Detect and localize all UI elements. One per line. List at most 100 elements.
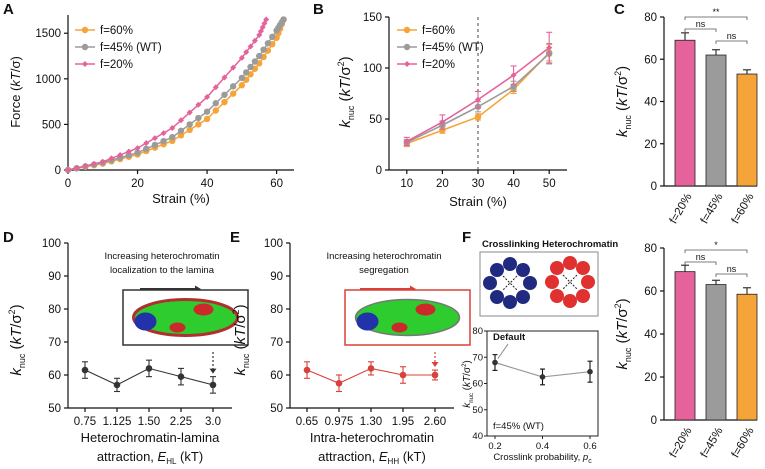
ylabel-part: /σ: [462, 366, 473, 376]
ylabel-part: (: [614, 338, 631, 347]
ylabel-part: nuc: [241, 353, 251, 368]
c-bar: [674, 39, 696, 187]
e-y-tick-label: 60: [270, 370, 283, 382]
xlabel-part: (kT): [399, 449, 426, 464]
f-illustration-frame: [479, 251, 599, 317]
a-data-point: [247, 43, 254, 50]
fbar-sig-bracket: [715, 273, 748, 277]
f-x-tick-label: 0.2: [488, 441, 501, 452]
f-xlabel: Crosslink probability, pc: [493, 452, 592, 465]
b-data-point: [510, 72, 517, 79]
f-monomer-red: [581, 275, 595, 289]
f-data-point: [492, 359, 498, 366]
a-data-point: [195, 101, 202, 108]
f-title: Crosslinking Heterochromatin: [482, 239, 618, 250]
xlabel-part: Crosslink probability,: [493, 452, 583, 463]
f-ylabel: knuc (kT/σ2): [462, 360, 475, 408]
b-legend-marker: [404, 61, 410, 67]
e-ylabel: knuc (kT/σ2): [231, 304, 251, 375]
f-y-tick-label: 70: [472, 352, 483, 363]
ylabel-part: /σ: [337, 66, 354, 80]
ylabel-part: (: [337, 96, 354, 105]
ylabel-part: k: [462, 402, 473, 408]
a-series-line: [67, 19, 267, 171]
e-x-tick-label: 0.65: [296, 416, 318, 428]
fbar-bar: [674, 271, 696, 421]
ylabel-part: /σ): [8, 56, 23, 72]
fbar-category-label: f=60%: [730, 426, 757, 461]
fbar-y-tick-label: 40: [644, 329, 657, 341]
a-data-point: [169, 125, 176, 132]
f-monomer-blue: [490, 290, 504, 304]
d-annotation: localization to the lamina: [110, 265, 215, 276]
a-x-tick-label: 0: [65, 178, 71, 190]
d-pointer-head: [209, 368, 217, 374]
a-data-point: [264, 40, 272, 47]
c-y-tick-label: 0: [651, 181, 657, 193]
ylabel-part: (: [462, 386, 473, 393]
d-heterochromatin-blob: [169, 322, 186, 333]
a-data-point: [186, 109, 193, 116]
ylabel-part: k: [337, 119, 354, 128]
ylabel-part: kT: [232, 326, 249, 345]
a-legend-label: f=20%: [100, 59, 133, 71]
xlabel-part: E: [158, 449, 167, 464]
f-y-tick-label: 60: [472, 379, 483, 390]
a-data-point: [177, 127, 185, 134]
a-y-tick-label: 1000: [35, 74, 61, 86]
a-data-point: [65, 167, 71, 173]
a-x-tick-label: 60: [270, 178, 283, 190]
b-y-tick-label: 0: [376, 165, 382, 177]
e-heterochromatin-blob: [391, 322, 408, 333]
fbar-category-label: f=45%: [699, 426, 726, 461]
xlabel-part: HL: [166, 457, 177, 466]
fbar-bar: [736, 293, 758, 421]
a-data-point: [238, 54, 245, 61]
a-data-point: [203, 108, 211, 115]
e-annotation: segregation: [359, 265, 409, 276]
ylabel-part: 2: [336, 61, 346, 66]
b-y-tick-label: 150: [363, 12, 382, 24]
a-data-point: [269, 33, 276, 41]
b-legend-marker: [403, 26, 411, 34]
a-data-point: [238, 74, 246, 82]
e-data-point: [367, 365, 375, 372]
a-data-point: [160, 130, 167, 137]
ylabel-part: ): [462, 360, 473, 363]
ylabel-part: kT: [462, 375, 473, 387]
ylabel-part: 2: [462, 363, 468, 367]
b-x-tick-label: 10: [400, 178, 413, 190]
e-xlabel2: attraction, EHH (kT): [318, 449, 426, 466]
c-ylabel: knuc (kT/σ2): [613, 66, 633, 137]
c-y-tick-label: 40: [644, 97, 657, 109]
ylabel-part: kT: [337, 78, 354, 97]
f-monomer-red: [550, 289, 564, 303]
f-x-tick-label: 0.4: [536, 441, 549, 452]
c-sig-label: ns: [696, 19, 706, 29]
a-x-tick-label: 40: [201, 178, 214, 190]
a-ylabel: Force (kT/σ): [8, 56, 23, 128]
ylabel-part: nuc: [469, 393, 475, 403]
ylabel-part: nuc: [623, 115, 633, 130]
a-data-point: [186, 121, 193, 128]
f-monomer-blue: [516, 263, 530, 277]
f-default-label: Default: [493, 332, 526, 343]
d-data-point: [145, 365, 153, 372]
d-x-tick-label: 2.25: [170, 416, 192, 428]
b-x-tick-label: 50: [543, 178, 556, 190]
ylabel-part: /σ: [232, 314, 249, 328]
a-data-point: [186, 126, 193, 134]
e-data-point: [303, 366, 311, 374]
e-xlabel: Intra-heterochromatin: [310, 430, 434, 445]
f-monomer-blue: [483, 276, 497, 290]
panel-letter-e: E: [230, 229, 240, 246]
d-data-point: [113, 381, 121, 389]
xlabel-part: c: [588, 458, 592, 465]
fbar-category-label: f=20%: [668, 426, 695, 461]
fbar-sig-label: *: [714, 240, 718, 250]
ylabel-part: nuc: [346, 105, 356, 120]
fbar-sig-bracket: [684, 261, 717, 265]
c-sig-label: ns: [727, 31, 737, 41]
ylabel-part: kT: [614, 87, 631, 106]
e-heterochromatin-blob: [415, 303, 436, 316]
